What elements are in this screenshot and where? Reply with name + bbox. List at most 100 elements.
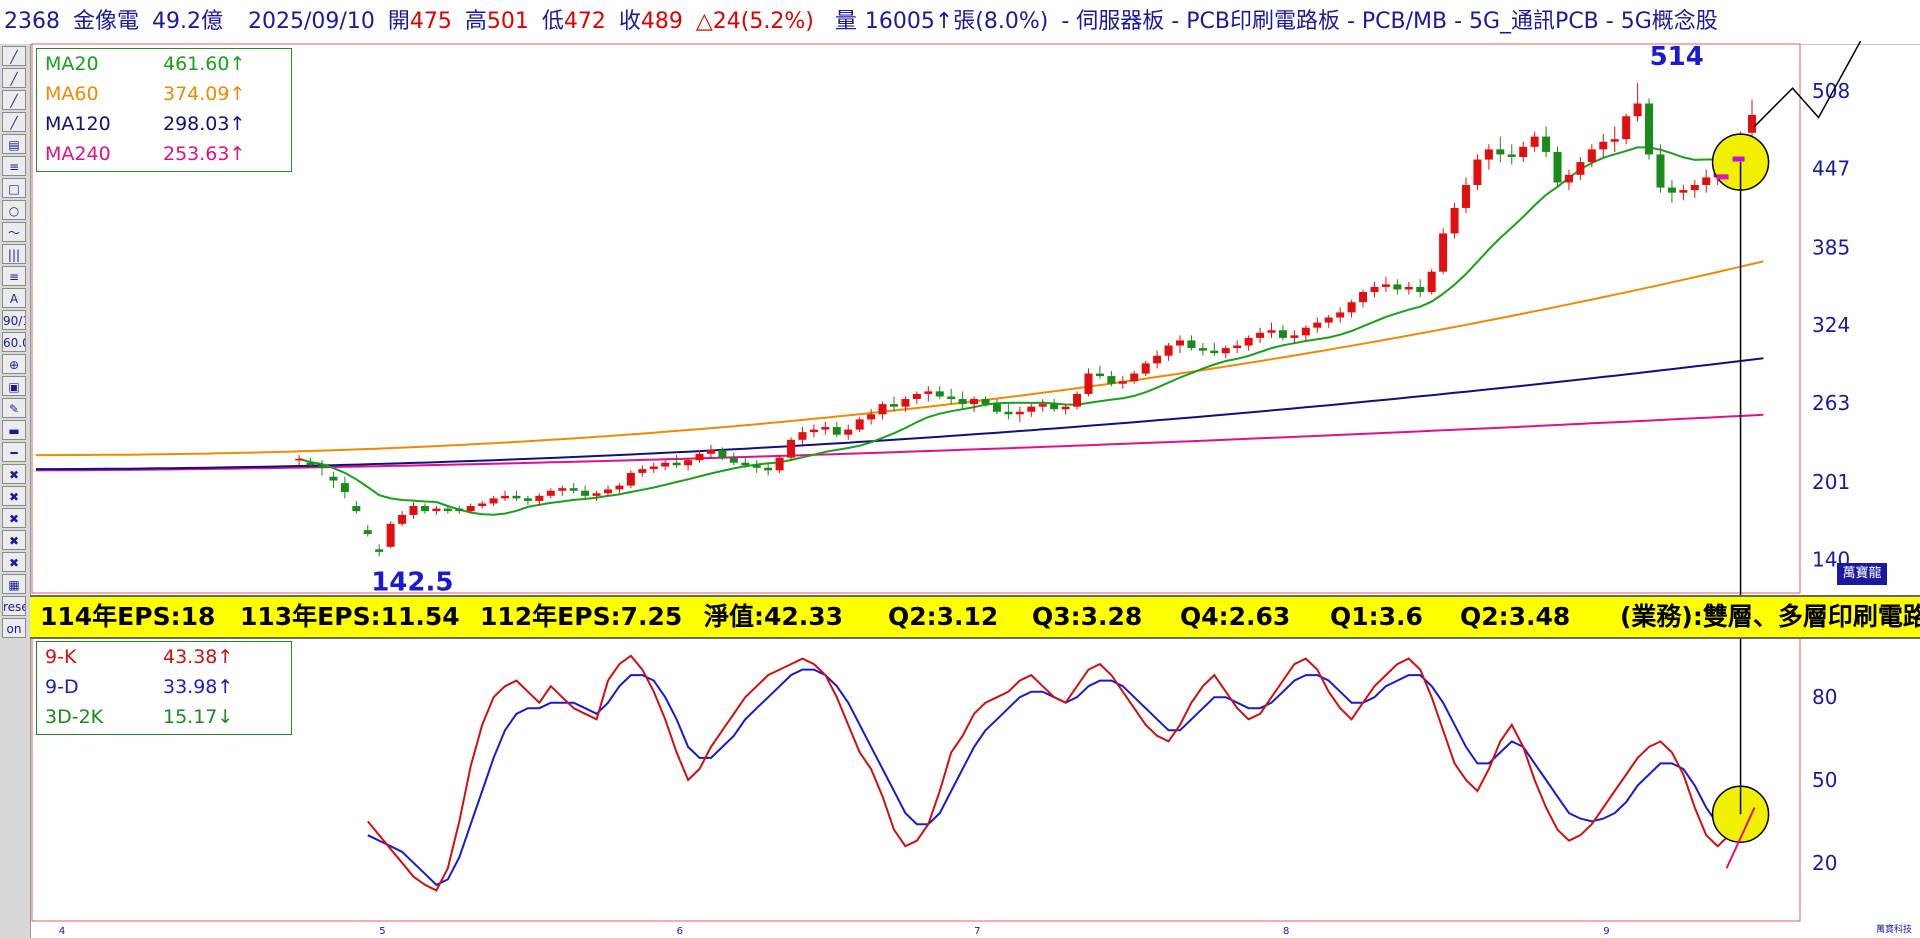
high-price: 高501 bbox=[464, 9, 529, 34]
toolbar-button-24[interactable]: ▦ bbox=[2, 574, 26, 594]
candle-body bbox=[569, 488, 578, 491]
toolbar-button-0[interactable]: ╱ bbox=[2, 46, 26, 66]
toolbar-button-2[interactable]: ╱ bbox=[2, 90, 26, 110]
toolbar-button-14[interactable]: ⊕ bbox=[2, 354, 26, 374]
toolbar-button-6[interactable]: □ bbox=[2, 178, 26, 198]
toolbar-button-3[interactable]: ╱ bbox=[2, 112, 26, 132]
cursor-marker bbox=[1716, 174, 1729, 180]
candle-body bbox=[1393, 284, 1402, 290]
toolbar-button-12[interactable]: 90/1 bbox=[2, 310, 26, 330]
candle-body bbox=[992, 404, 1001, 412]
legend-name: MA120 bbox=[45, 113, 111, 135]
candle-body bbox=[764, 467, 773, 471]
forecast-path bbox=[1754, 40, 1862, 127]
kd-legend: 9-K 43.38↑ 9-D 33.98↑ 3D-2K 15.17↓ bbox=[36, 641, 292, 735]
candle-body bbox=[455, 508, 464, 512]
toolbar-button-13[interactable]: 60.0 bbox=[2, 332, 26, 352]
net-value: 淨值:42.33 bbox=[704, 602, 844, 631]
candle-body bbox=[626, 472, 635, 486]
kd-k-line bbox=[367, 654, 1753, 892]
candle-body bbox=[1050, 404, 1059, 410]
toolbar-button-15[interactable]: ▣ bbox=[2, 376, 26, 396]
kd-tick-label: 50 bbox=[1812, 768, 1837, 792]
toolbar-button-19[interactable]: ✖ bbox=[2, 464, 26, 484]
stock-code: 2368 bbox=[4, 9, 60, 34]
q3: Q3:3.28 bbox=[1032, 602, 1143, 631]
toolbar-button-16[interactable]: ✎ bbox=[2, 398, 26, 418]
candle-body bbox=[901, 399, 910, 407]
toolbar-button-8[interactable]: 〜 bbox=[2, 222, 26, 242]
candle-body bbox=[1564, 174, 1573, 183]
toolbar-button-1[interactable]: ╱ bbox=[2, 68, 26, 88]
toolbar-button-23[interactable]: ✖ bbox=[2, 552, 26, 572]
high-price-mark: 514 bbox=[1650, 42, 1704, 72]
legend-name: 9-K bbox=[45, 646, 77, 668]
toolbar-button-7[interactable]: ○ bbox=[2, 200, 26, 220]
eps-bar: 114年EPS:18 113年EPS:11.54 112年EPS:7.25 淨值… bbox=[30, 595, 1920, 639]
candle-body bbox=[867, 414, 876, 420]
legend-value: 43.38↑ bbox=[163, 646, 234, 668]
toolbar-button-21[interactable]: ✖ bbox=[2, 508, 26, 528]
legend-row-ma120: MA120 298.03↑ bbox=[37, 109, 291, 139]
candle-body bbox=[340, 483, 349, 493]
ma60-line bbox=[36, 260, 1764, 457]
legend-value: 298.03↑ bbox=[163, 113, 246, 135]
candle-body bbox=[970, 399, 979, 405]
candle-body bbox=[1278, 330, 1287, 338]
candle-body bbox=[1153, 355, 1162, 364]
candle-body bbox=[638, 469, 647, 473]
candle-body bbox=[1690, 185, 1699, 191]
candle-body bbox=[1633, 103, 1642, 117]
legend-value: 253.63↑ bbox=[163, 143, 246, 165]
toolbar-button-25[interactable]: reset bbox=[2, 596, 26, 616]
q4: Q4:2.63 bbox=[1180, 602, 1291, 631]
legend-name: MA240 bbox=[45, 143, 111, 165]
legend-value: 461.60↑ bbox=[163, 53, 246, 75]
legend-value: 374.09↑ bbox=[163, 83, 246, 105]
date-tick-label: 5 bbox=[379, 926, 385, 937]
toolbar-button-10[interactable]: ≡ bbox=[2, 266, 26, 286]
legend-name: 3D-2K bbox=[45, 706, 104, 728]
candle-body bbox=[558, 488, 567, 491]
candle-body bbox=[489, 498, 498, 504]
eps-114: 114年EPS:18 bbox=[40, 602, 216, 631]
toolbar-button-26[interactable]: on off bbox=[2, 618, 26, 638]
candle-body bbox=[581, 490, 590, 496]
legend-value: 33.98↑ bbox=[163, 676, 234, 698]
toolbar-button-5[interactable]: ≡ bbox=[2, 156, 26, 176]
candle-body bbox=[1015, 411, 1024, 415]
candle-body bbox=[363, 530, 372, 535]
candle-body bbox=[466, 506, 475, 512]
low-price: 低472 bbox=[541, 9, 606, 34]
toolbar-button-22[interactable]: ✖ bbox=[2, 530, 26, 550]
candle-body bbox=[787, 439, 796, 458]
candle-body bbox=[809, 429, 818, 433]
candle-body bbox=[386, 523, 395, 547]
toolbar-button-11[interactable]: A bbox=[2, 288, 26, 308]
candle-body bbox=[1336, 312, 1345, 318]
legend-row-9-d: 9-D 33.98↑ bbox=[37, 672, 291, 702]
toolbar-button-20[interactable]: ✖ bbox=[2, 486, 26, 506]
candle-body bbox=[432, 508, 441, 512]
candle-body bbox=[1061, 406, 1070, 410]
date-tick-label: 8 bbox=[1283, 926, 1289, 937]
candle-body bbox=[1748, 114, 1756, 133]
q2-latest: Q2:3.48 bbox=[1460, 602, 1571, 631]
title-bar: 2368 金像電 49.2億 2025/09/10 開475 高501 低472… bbox=[0, 0, 1920, 45]
ma20-line bbox=[298, 146, 1753, 516]
candle-body bbox=[821, 427, 830, 430]
candle-body bbox=[1118, 381, 1127, 384]
toolbar-button-4[interactable]: ▤ bbox=[2, 134, 26, 154]
toolbar-button-18[interactable]: ━ bbox=[2, 442, 26, 462]
candle-body bbox=[1176, 340, 1184, 346]
toolbar-button-9[interactable]: ||| bbox=[2, 244, 26, 264]
candle-body bbox=[535, 495, 544, 501]
volume: 量 16005↑張(8.0%) bbox=[834, 9, 1049, 34]
candle-body bbox=[443, 508, 452, 512]
toolbar-button-17[interactable]: ▬ bbox=[2, 420, 26, 440]
trade-date: 2025/09/10 bbox=[248, 9, 375, 34]
candle-body bbox=[1496, 149, 1505, 155]
candle-body bbox=[741, 462, 750, 466]
legend-row-ma20: MA20 461.60↑ bbox=[37, 49, 291, 79]
